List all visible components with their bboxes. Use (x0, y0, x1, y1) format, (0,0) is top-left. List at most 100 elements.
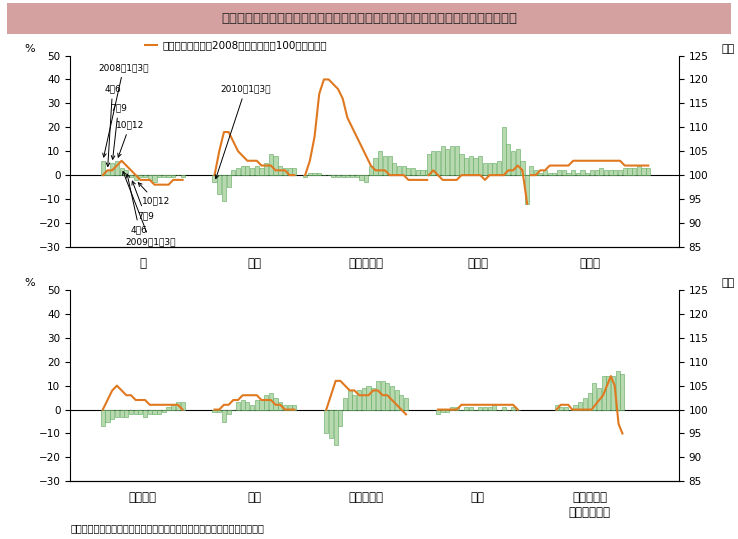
Bar (516, 149, 520, 175)
Bar (552, 172, 556, 175)
Bar (497, 161, 501, 175)
Bar (124, 170, 128, 175)
Bar (459, 154, 463, 175)
Bar (585, 172, 590, 175)
Bar (236, 403, 240, 410)
Bar (162, 175, 166, 177)
Bar (167, 407, 170, 410)
Bar (566, 172, 570, 175)
Bar (222, 410, 226, 421)
Bar (609, 170, 613, 175)
Bar (632, 168, 636, 175)
Bar (595, 170, 599, 175)
Bar (162, 410, 166, 412)
Bar (236, 168, 240, 175)
Bar (436, 151, 440, 175)
Bar (581, 170, 584, 175)
Bar (455, 147, 459, 175)
Bar (383, 156, 387, 175)
Bar (129, 410, 133, 414)
Bar (278, 165, 283, 175)
Bar (534, 170, 538, 175)
Bar (469, 407, 473, 410)
Bar (152, 410, 156, 414)
Bar (101, 410, 105, 426)
Bar (341, 175, 345, 177)
Bar (492, 405, 497, 410)
Bar (369, 165, 373, 175)
Bar (646, 168, 650, 175)
Bar (355, 175, 359, 177)
Bar (618, 170, 622, 175)
Bar (373, 158, 378, 175)
Bar (134, 175, 138, 180)
Bar (399, 395, 404, 410)
Bar (269, 154, 273, 175)
Bar (227, 410, 231, 414)
Bar (613, 170, 618, 175)
Text: 10～12: 10～12 (138, 183, 170, 206)
Bar (597, 388, 601, 410)
Bar (607, 376, 610, 410)
Text: 10～12: 10～12 (116, 120, 144, 157)
Bar (529, 165, 533, 175)
Bar (222, 175, 226, 202)
Bar (157, 175, 161, 177)
Bar (308, 172, 312, 175)
Bar (637, 165, 641, 175)
Text: 2008年1～3月: 2008年1～3月 (98, 63, 149, 157)
Bar (573, 405, 578, 410)
Bar (245, 165, 249, 175)
Bar (395, 390, 399, 410)
Bar (274, 398, 277, 410)
Bar (336, 175, 340, 177)
Bar (260, 400, 263, 410)
Bar (143, 175, 147, 177)
Bar (604, 170, 608, 175)
Bar (106, 410, 110, 421)
Bar (385, 383, 390, 410)
Bar (427, 154, 431, 175)
Bar (425, 170, 430, 175)
Bar (217, 410, 221, 412)
Bar (124, 410, 128, 417)
Bar (390, 386, 394, 410)
Bar (241, 400, 245, 410)
Bar (227, 175, 231, 187)
Bar (502, 127, 506, 175)
Bar (571, 170, 575, 175)
Bar (324, 410, 328, 433)
Bar (525, 175, 529, 204)
Text: 2009年1～3月: 2009年1～3月 (123, 171, 176, 246)
Bar (120, 168, 124, 175)
Bar (599, 168, 604, 175)
Bar (445, 149, 449, 175)
Bar (455, 407, 459, 410)
Bar (578, 403, 582, 410)
Bar (264, 395, 268, 410)
Bar (278, 403, 283, 410)
Bar (334, 410, 338, 445)
Bar (557, 170, 561, 175)
Bar (217, 175, 221, 194)
Bar (274, 156, 277, 175)
Bar (415, 170, 420, 175)
Bar (483, 407, 487, 410)
Bar (445, 410, 449, 412)
Text: 資料：総務省「家計調査」、「消費者物価指数」を基に農林水産省で作成: 資料：総務省「家計調査」、「消費者物価指数」を基に農林水産省で作成 (70, 523, 264, 534)
Text: %: % (24, 44, 35, 53)
Bar (623, 168, 627, 175)
Text: 指数: 指数 (722, 278, 735, 288)
Text: 4～6: 4～6 (104, 85, 121, 167)
Bar (350, 175, 354, 177)
Bar (148, 410, 152, 414)
Bar (450, 407, 454, 410)
Bar (245, 403, 249, 410)
Bar (436, 410, 440, 414)
Bar (511, 407, 515, 410)
Text: 7～9: 7～9 (132, 181, 154, 220)
Bar (387, 156, 392, 175)
Bar (407, 168, 410, 175)
Bar (478, 407, 482, 410)
Bar (401, 165, 406, 175)
